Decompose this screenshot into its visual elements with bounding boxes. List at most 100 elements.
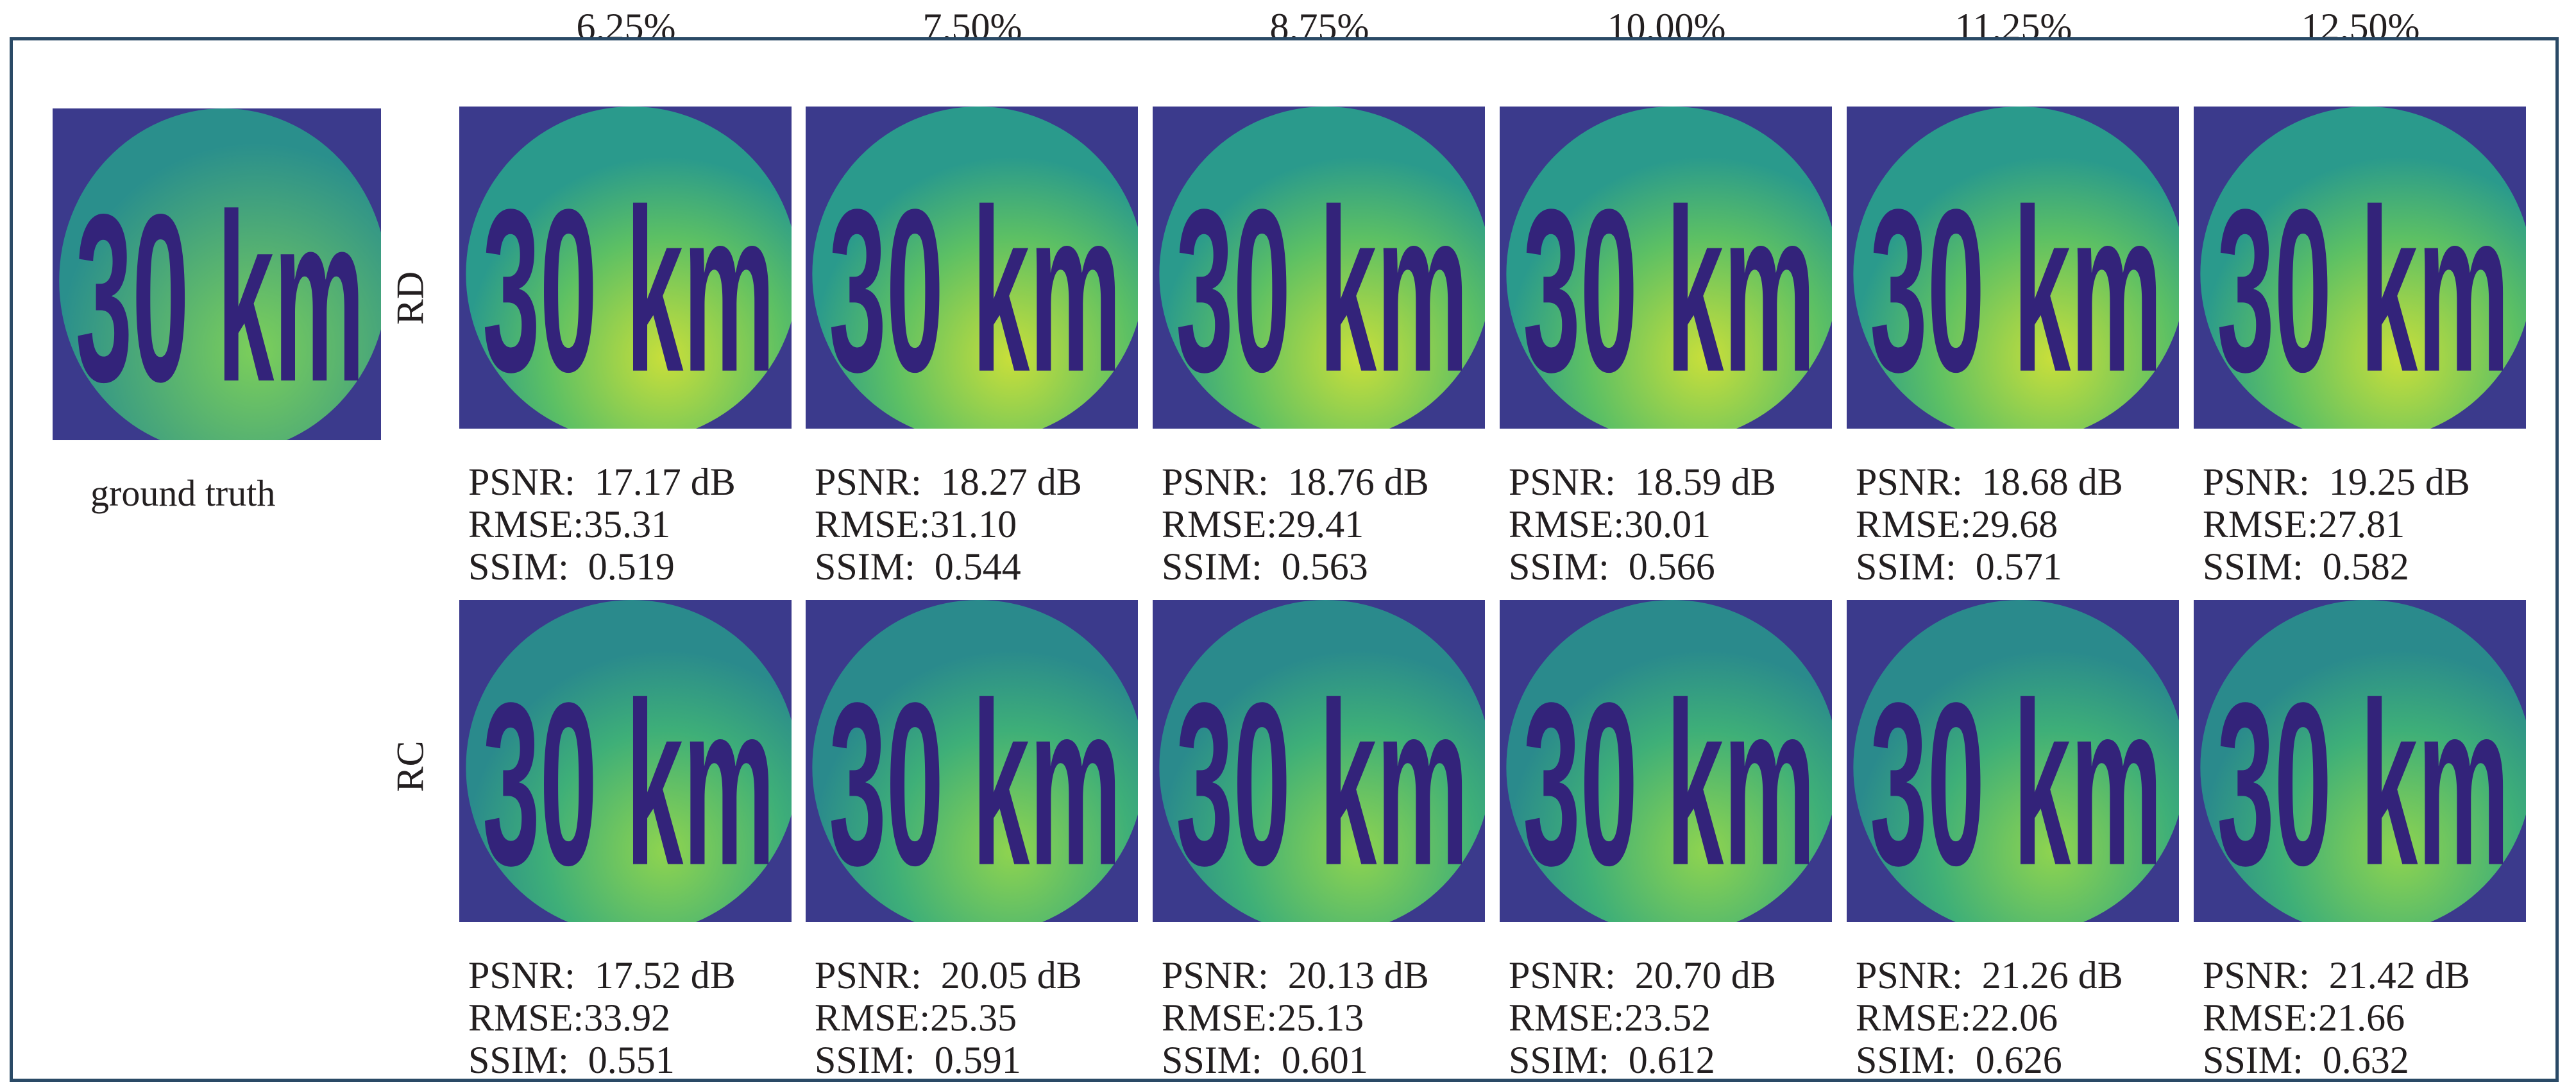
- sign-text: 30 km: [1523, 655, 1815, 914]
- metric-value: 21.66: [2318, 997, 2405, 1039]
- metric-label: SSIM:: [468, 545, 569, 588]
- reconstruction-image: 30 km: [1153, 107, 1485, 429]
- metric-ssim: SSIM: 0.582: [2203, 545, 2526, 588]
- metric-label: PSNR:: [1509, 954, 1616, 997]
- column-header: 10.00%: [1607, 6, 1726, 48]
- ground-truth-label: ground truth: [90, 472, 276, 514]
- metric-rmse: RMSE:25.35: [815, 997, 1138, 1039]
- metric-value: 25.13: [1277, 997, 1364, 1039]
- metric-value: 21.42 dB: [2328, 954, 2470, 997]
- sign-text: 30 km: [1176, 161, 1468, 420]
- metric-rmse: RMSE:29.68: [1856, 503, 2179, 545]
- sign-text: 30 km: [482, 161, 775, 420]
- sign-text: 30 km: [482, 655, 775, 914]
- metric-label: SSIM:: [1856, 545, 1956, 588]
- reconstruction-image: 30 km: [459, 107, 792, 429]
- metric-ssim: SSIM: 0.563: [1162, 545, 1485, 588]
- result-cell-rd: 30 km PSNR: 18.76 dB RMSE:29.41 SSIM: 0.56…: [1153, 107, 1485, 588]
- metrics: PSNR: 18.59 dB RMSE:30.01 SSIM: 0.566: [1509, 461, 1832, 588]
- metric-value: 0.626: [1975, 1039, 2062, 1081]
- reconstruction-image: 30 km: [1500, 107, 1832, 429]
- result-cell-rd: 30 km PSNR: 19.25 dB RMSE:27.81 SSIM: 0.58…: [2194, 107, 2526, 588]
- metric-value: 17.52 dB: [594, 954, 736, 997]
- metric-rmse: RMSE:25.13: [1162, 997, 1485, 1039]
- metric-rmse: RMSE:23.52: [1509, 997, 1832, 1039]
- metric-value: 20.05 dB: [940, 954, 1082, 997]
- metric-psnr: PSNR: 19.25 dB: [2203, 461, 2526, 503]
- metric-psnr: PSNR: 18.27 dB: [815, 461, 1138, 503]
- metric-value: 22.06: [1971, 997, 2058, 1039]
- metric-label: PSNR:: [1856, 954, 1963, 997]
- metric-label: PSNR:: [2203, 461, 2310, 503]
- metrics: PSNR: 18.27 dB RMSE:31.10 SSIM: 0.544: [815, 461, 1138, 588]
- figure-frame: [10, 37, 2559, 1082]
- metric-label: SSIM:: [815, 545, 915, 588]
- metric-ssim: SSIM: 0.612: [1509, 1039, 1832, 1081]
- metric-rmse: RMSE:22.06: [1856, 997, 2179, 1039]
- sign-text: 30 km: [2217, 655, 2509, 914]
- metric-psnr: PSNR: 18.68 dB: [1856, 461, 2179, 503]
- metric-value: 21.26 dB: [1981, 954, 2123, 997]
- metric-rmse: RMSE:35.31: [468, 503, 792, 545]
- metric-value: 0.544: [934, 545, 1021, 588]
- metric-rmse: RMSE:31.10: [815, 503, 1138, 545]
- metric-value: 0.612: [1628, 1039, 1715, 1081]
- metric-value: 0.563: [1281, 545, 1368, 588]
- metric-value: 25.35: [930, 997, 1017, 1039]
- metric-label: PSNR:: [1162, 954, 1269, 997]
- metrics: PSNR: 18.68 dB RMSE:29.68 SSIM: 0.571: [1856, 461, 2179, 588]
- metric-ssim: SSIM: 0.632: [2203, 1039, 2526, 1081]
- metric-value: 33.92: [584, 997, 671, 1039]
- result-cell-rd: 30 km PSNR: 18.59 dB RMSE:30.01 SSIM: 0.56…: [1500, 107, 1832, 588]
- metric-label: RMSE:: [1856, 997, 1972, 1039]
- metric-value: 0.632: [2322, 1039, 2409, 1081]
- metric-ssim: SSIM: 0.571: [1856, 545, 2179, 588]
- metric-value: 0.551: [588, 1039, 675, 1081]
- result-cell-rc: 30 km PSNR: 20.05 dB RMSE:25.35 SSIM: 0.59…: [806, 600, 1138, 1081]
- metric-label: RMSE:: [1856, 503, 1972, 545]
- metrics: PSNR: 21.42 dB RMSE:21.66 SSIM: 0.632: [2203, 954, 2526, 1081]
- metrics: PSNR: 17.52 dB RMSE:33.92 SSIM: 0.551: [468, 954, 792, 1081]
- metric-label: SSIM:: [2203, 545, 2303, 588]
- metric-label: SSIM:: [815, 1039, 915, 1081]
- metric-label: RMSE:: [1162, 503, 1278, 545]
- metric-value: 18.59 dB: [1634, 461, 1776, 503]
- metric-psnr: PSNR: 17.17 dB: [468, 461, 792, 503]
- metrics: PSNR: 20.70 dB RMSE:23.52 SSIM: 0.612: [1509, 954, 1832, 1081]
- metric-label: SSIM:: [1162, 545, 1262, 588]
- metric-value: 0.601: [1281, 1039, 1368, 1081]
- metric-label: RMSE:: [1509, 503, 1625, 545]
- row-label-rc: RC: [389, 740, 432, 792]
- metric-rmse: RMSE:27.81: [2203, 503, 2526, 545]
- metric-value: 0.571: [1975, 545, 2062, 588]
- sign-text: 30 km: [2217, 161, 2509, 420]
- metric-value: 18.68 dB: [1981, 461, 2123, 503]
- reconstruction-image: 30 km: [2194, 107, 2526, 429]
- metric-label: SSIM:: [1509, 1039, 1609, 1081]
- metric-psnr: PSNR: 17.52 dB: [468, 954, 792, 997]
- metric-value: 20.13 dB: [1287, 954, 1429, 997]
- sign-text: 30 km: [1870, 655, 2162, 914]
- metric-label: PSNR:: [815, 954, 922, 997]
- sign-text: 30 km: [829, 161, 1121, 420]
- metric-label: PSNR:: [1162, 461, 1269, 503]
- metric-ssim: SSIM: 0.551: [468, 1039, 792, 1081]
- column-header: 8.75%: [1269, 6, 1369, 48]
- result-cell-rc: 30 km PSNR: 21.42 dB RMSE:21.66 SSIM: 0.63…: [2194, 600, 2526, 1081]
- reconstruction-image: 30 km: [1500, 600, 1832, 922]
- metric-value: 0.582: [2322, 545, 2409, 588]
- metric-value: 30.01: [1624, 503, 1711, 545]
- metrics: PSNR: 21.26 dB RMSE:22.06 SSIM: 0.626: [1856, 954, 2179, 1081]
- metric-label: PSNR:: [1856, 461, 1963, 503]
- metric-value: 27.81: [2318, 503, 2405, 545]
- metric-value: 0.591: [934, 1039, 1021, 1081]
- metrics: PSNR: 18.76 dB RMSE:29.41 SSIM: 0.563: [1162, 461, 1485, 588]
- reconstruction-image: 30 km: [1153, 600, 1485, 922]
- metric-value: 35.31: [584, 503, 671, 545]
- metrics: PSNR: 20.13 dB RMSE:25.13 SSIM: 0.601: [1162, 954, 1485, 1081]
- metric-psnr: PSNR: 20.13 dB: [1162, 954, 1485, 997]
- result-cell-rc: 30 km PSNR: 20.70 dB RMSE:23.52 SSIM: 0.61…: [1500, 600, 1832, 1081]
- reconstruction-image: 30 km: [806, 600, 1138, 922]
- metric-label: RMSE:: [1509, 997, 1625, 1039]
- metric-rmse: RMSE:21.66: [2203, 997, 2526, 1039]
